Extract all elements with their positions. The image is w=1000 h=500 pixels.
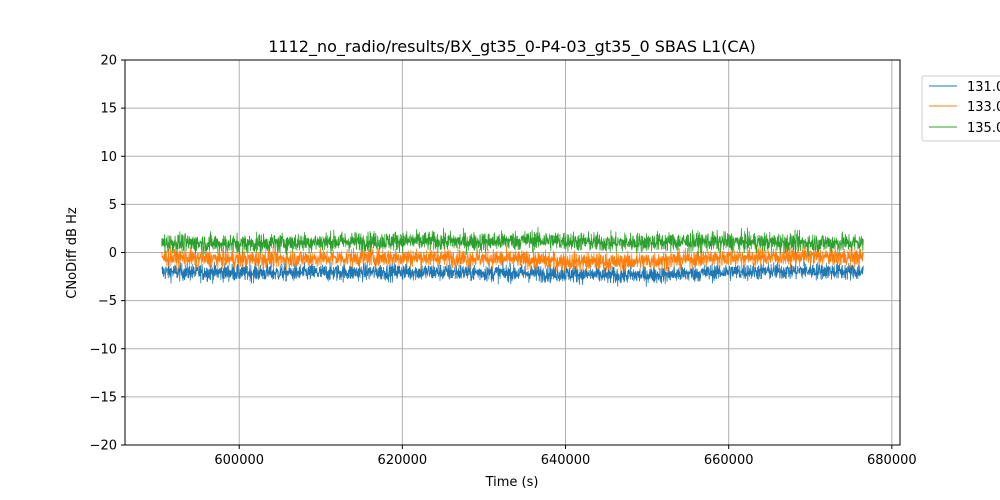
plot-series: [161, 226, 864, 287]
legend-box: [921, 75, 1000, 142]
legend: 131.0 133.0 135.0: [921, 75, 1000, 142]
axis-ticks: 600000 620000 640000 660000 680000 −20 −15 −10 −…: [90, 54, 917, 469]
y-tick-label: −15: [90, 390, 117, 405]
y-tick-label: 10: [100, 150, 117, 165]
series-line-135-0: [161, 226, 864, 257]
legend-label-133: 133.0: [967, 100, 1000, 115]
legend-label-131: 131.0: [967, 80, 1000, 95]
y-axis-title: CNoDiff dB Hz: [65, 207, 80, 299]
x-tick-label: 680000: [867, 453, 917, 468]
legend-label-135: 135.0: [967, 121, 1000, 136]
y-tick-label: 5: [109, 198, 117, 213]
x-tick-label: 620000: [378, 453, 428, 468]
chart-title: 1112_no_radio/results/BX_gt35_0-P4-03_gt…: [268, 37, 756, 57]
series-line-133-0: [161, 244, 864, 275]
y-tick-label: 20: [100, 54, 117, 69]
x-tick-label: 660000: [704, 453, 754, 468]
y-tick-label: 0: [109, 246, 117, 261]
x-tick-label: 600000: [214, 453, 264, 468]
y-tick-label: −5: [98, 294, 117, 309]
y-tick-label: 15: [100, 102, 117, 117]
x-tick-label: 640000: [541, 453, 591, 468]
x-axis-title: Time (s): [485, 475, 539, 490]
series-line-131-0: [161, 259, 864, 287]
y-tick-label: −20: [90, 439, 117, 454]
y-tick-label: −10: [90, 342, 117, 357]
